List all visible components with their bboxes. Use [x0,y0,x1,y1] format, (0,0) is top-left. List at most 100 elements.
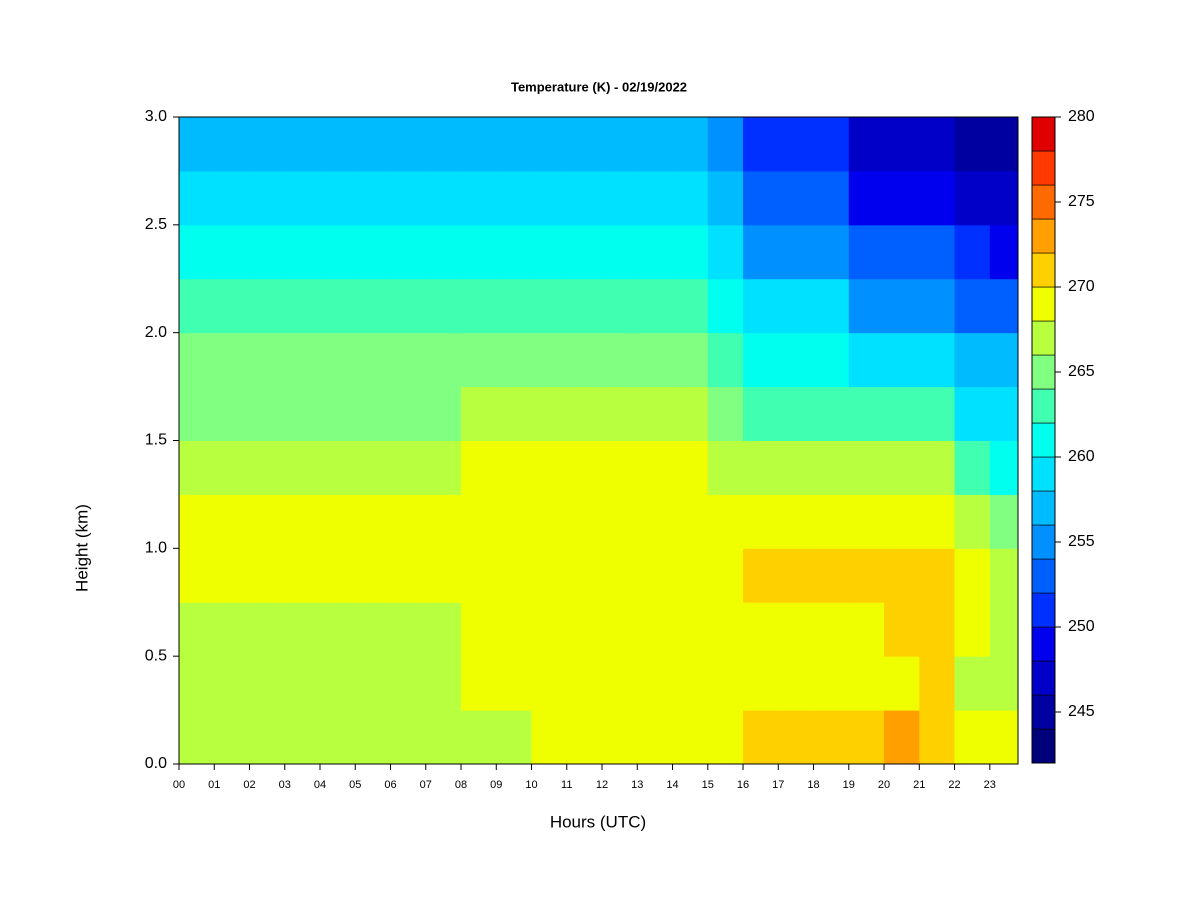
x-tick-label: 07 [420,779,432,791]
heat-cell [461,710,497,764]
heat-cell [637,224,674,280]
colorbar-segment [1031,354,1056,390]
heat-cell [179,332,215,388]
heat-cell [390,224,427,280]
heat-cell [919,494,956,549]
heat-cell [284,332,321,388]
heat-cell [496,117,533,172]
heat-cell [249,494,286,549]
heat-cell [249,386,286,441]
heat-cell [425,548,462,603]
heat-cell [496,170,533,226]
heat-cell [813,548,850,603]
heat-cell [355,170,392,226]
heat-cell [954,710,991,764]
heat-cell [813,170,850,226]
heat-cell [284,440,321,495]
x-tick-label: 14 [666,779,678,791]
heat-cell [707,278,744,334]
heat-cell [496,548,533,603]
heat-cell [214,710,251,764]
colorbar-segment [1031,150,1056,186]
heat-cell [707,117,744,172]
heat-cell [743,117,779,172]
heat-cell [390,117,427,172]
heat-cell [919,440,956,495]
colorbar-segment [1031,728,1056,764]
x-tick-label: 02 [243,779,255,791]
colorbar-segment [1031,252,1056,288]
heat-cell [743,440,779,495]
heat-cell [425,656,462,711]
heat-cell [848,224,885,280]
heat-cell [566,494,603,549]
x-tick-label: 08 [455,779,467,791]
y-tick-label: 2.0 [145,324,167,341]
heat-cell [884,386,920,441]
heat-cell [566,440,603,495]
heat-cell [602,332,638,388]
heat-cell [672,386,709,441]
heat-cell [778,602,815,657]
heat-cell [249,278,286,334]
heat-cell [848,494,885,549]
heat-cell [919,117,956,172]
x-tick-label: 06 [384,779,396,791]
heat-cell [637,117,674,172]
heat-cell [989,170,1018,226]
heat-cell [531,656,568,711]
heat-cell [249,548,286,603]
heat-cell [355,710,392,764]
y-tick-label: 1.5 [145,432,167,449]
heat-cell [390,656,427,711]
heat-cell [496,224,533,280]
heat-cell [848,656,885,711]
x-tick-label: 10 [525,779,537,791]
chart-title: Temperature (K) - 02/19/2022 [511,79,687,94]
heat-cell [884,224,920,280]
heat-cell [778,332,815,388]
heat-cell [214,117,251,172]
heat-cell [566,710,603,764]
heat-cell [425,332,462,388]
heat-cell [214,602,251,657]
heat-cell [919,386,956,441]
heat-cell [884,117,920,172]
heat-cell [320,224,356,280]
y-tick-label: 0.5 [145,647,167,664]
heat-cell [743,602,779,657]
y-tick-label: 0.0 [145,755,167,772]
heat-cell [425,440,462,495]
heat-cell [602,656,638,711]
heat-cell [989,278,1018,334]
heat-cell [778,386,815,441]
heat-cell [637,494,674,549]
x-tick-label: 20 [878,779,890,791]
heat-cell [249,332,286,388]
heat-cell [249,656,286,711]
heat-cell [989,548,1018,603]
heat-cell [214,386,251,441]
heat-cell [531,117,568,172]
heat-cell [672,710,709,764]
heat-cell [566,656,603,711]
heat-cell [672,278,709,334]
heat-cell [390,170,427,226]
heat-cell [954,117,991,172]
heat-cell [320,710,356,764]
heat-cell [848,386,885,441]
heat-cell [848,278,885,334]
heat-cell [743,386,779,441]
heat-cell [249,440,286,495]
heat-cell [602,440,638,495]
heat-cell [602,494,638,549]
heat-cell [566,332,603,388]
x-tick-label: 23 [984,779,996,791]
x-tick-label: 05 [349,779,361,791]
heat-cell [919,656,956,711]
heat-cell [884,548,920,603]
heat-cell [390,710,427,764]
heat-cell [989,386,1018,441]
colorbar-tick-label: 280 [1068,108,1095,125]
